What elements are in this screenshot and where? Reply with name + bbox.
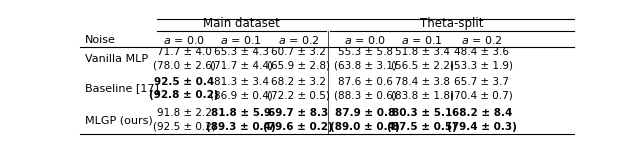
- Text: 68.2 ± 3.2: 68.2 ± 3.2: [271, 77, 326, 87]
- Text: (63.8 ± 3.1): (63.8 ± 3.1): [333, 60, 397, 70]
- Text: (83.8 ± 1.8): (83.8 ± 1.8): [391, 90, 454, 100]
- Text: 48.4 ± 3.6: 48.4 ± 3.6: [454, 47, 509, 57]
- Text: $a$ = 0.1: $a$ = 0.1: [401, 35, 443, 47]
- Text: Vanilla MLP: Vanilla MLP: [85, 54, 148, 64]
- Text: $a$ = 0.0: $a$ = 0.0: [163, 35, 205, 47]
- Text: (88.3 ± 0.6): (88.3 ± 0.6): [334, 90, 397, 100]
- Text: (79.4 ± 0.3): (79.4 ± 0.3): [447, 122, 516, 132]
- Text: $a$ = 0.2: $a$ = 0.2: [461, 35, 502, 47]
- Text: 65.7 ± 3.7: 65.7 ± 3.7: [454, 77, 509, 87]
- Text: Noise: Noise: [85, 35, 116, 45]
- Text: Baseline [17]: Baseline [17]: [85, 83, 159, 93]
- Text: (92.5 ± 0.2): (92.5 ± 0.2): [153, 122, 216, 132]
- Text: (89.3 ± 0.4): (89.3 ± 0.4): [206, 122, 276, 132]
- Text: 69.7 ± 8.3: 69.7 ± 8.3: [268, 108, 328, 118]
- Text: 60.7 ± 3.2: 60.7 ± 3.2: [271, 47, 326, 57]
- Text: (79.6 ± 0.2): (79.6 ± 0.2): [264, 122, 333, 132]
- Text: (78.0 ± 2.6): (78.0 ± 2.6): [153, 60, 216, 70]
- Text: 81.8 ± 5.9: 81.8 ± 5.9: [211, 108, 271, 118]
- Text: $a$ = 0.1: $a$ = 0.1: [220, 35, 262, 47]
- Text: (71.7 ± 4.4): (71.7 ± 4.4): [210, 60, 273, 70]
- Text: 87.9 ± 0.8: 87.9 ± 0.8: [335, 108, 396, 118]
- Text: 78.4 ± 3.8: 78.4 ± 3.8: [395, 77, 450, 87]
- Text: 91.8 ± 2.2: 91.8 ± 2.2: [157, 108, 212, 118]
- Text: (65.9 ± 2.8): (65.9 ± 2.8): [267, 60, 330, 70]
- Text: Main dataset: Main dataset: [203, 17, 280, 30]
- Text: (53.3 ± 1.9): (53.3 ± 1.9): [451, 60, 513, 70]
- Text: 92.5 ± 0.4: 92.5 ± 0.4: [154, 77, 214, 87]
- Text: 81.3 ± 3.4: 81.3 ± 3.4: [214, 77, 269, 87]
- Text: (87.5 ± 0.5): (87.5 ± 0.5): [387, 122, 457, 132]
- Text: MLGP (ours): MLGP (ours): [85, 115, 153, 125]
- Text: Theta-split: Theta-split: [420, 17, 484, 30]
- Text: 87.6 ± 0.6: 87.6 ± 0.6: [338, 77, 392, 87]
- Text: (89.0 ± 0.4): (89.0 ± 0.4): [330, 122, 400, 132]
- Text: (92.8 ± 0.2): (92.8 ± 0.2): [149, 90, 219, 100]
- Text: 55.3 ± 5.8: 55.3 ± 5.8: [338, 47, 393, 57]
- Text: 51.8 ± 3.4: 51.8 ± 3.4: [395, 47, 450, 57]
- Text: 80.3 ± 5.1: 80.3 ± 5.1: [392, 108, 452, 118]
- Text: (70.4 ± 0.7): (70.4 ± 0.7): [451, 90, 513, 100]
- Text: $a$ = 0.2: $a$ = 0.2: [278, 35, 319, 47]
- Text: 71.7 ± 4.0: 71.7 ± 4.0: [157, 47, 212, 57]
- Text: $a$ = 0.0: $a$ = 0.0: [344, 35, 387, 47]
- Text: (56.5 ± 2.2): (56.5 ± 2.2): [391, 60, 454, 70]
- Text: 68.2 ± 8.4: 68.2 ± 8.4: [452, 108, 512, 118]
- Text: (72.2 ± 0.5): (72.2 ± 0.5): [267, 90, 330, 100]
- Text: (86.9 ± 0.4): (86.9 ± 0.4): [210, 90, 273, 100]
- Text: 65.3 ± 4.3: 65.3 ± 4.3: [214, 47, 269, 57]
